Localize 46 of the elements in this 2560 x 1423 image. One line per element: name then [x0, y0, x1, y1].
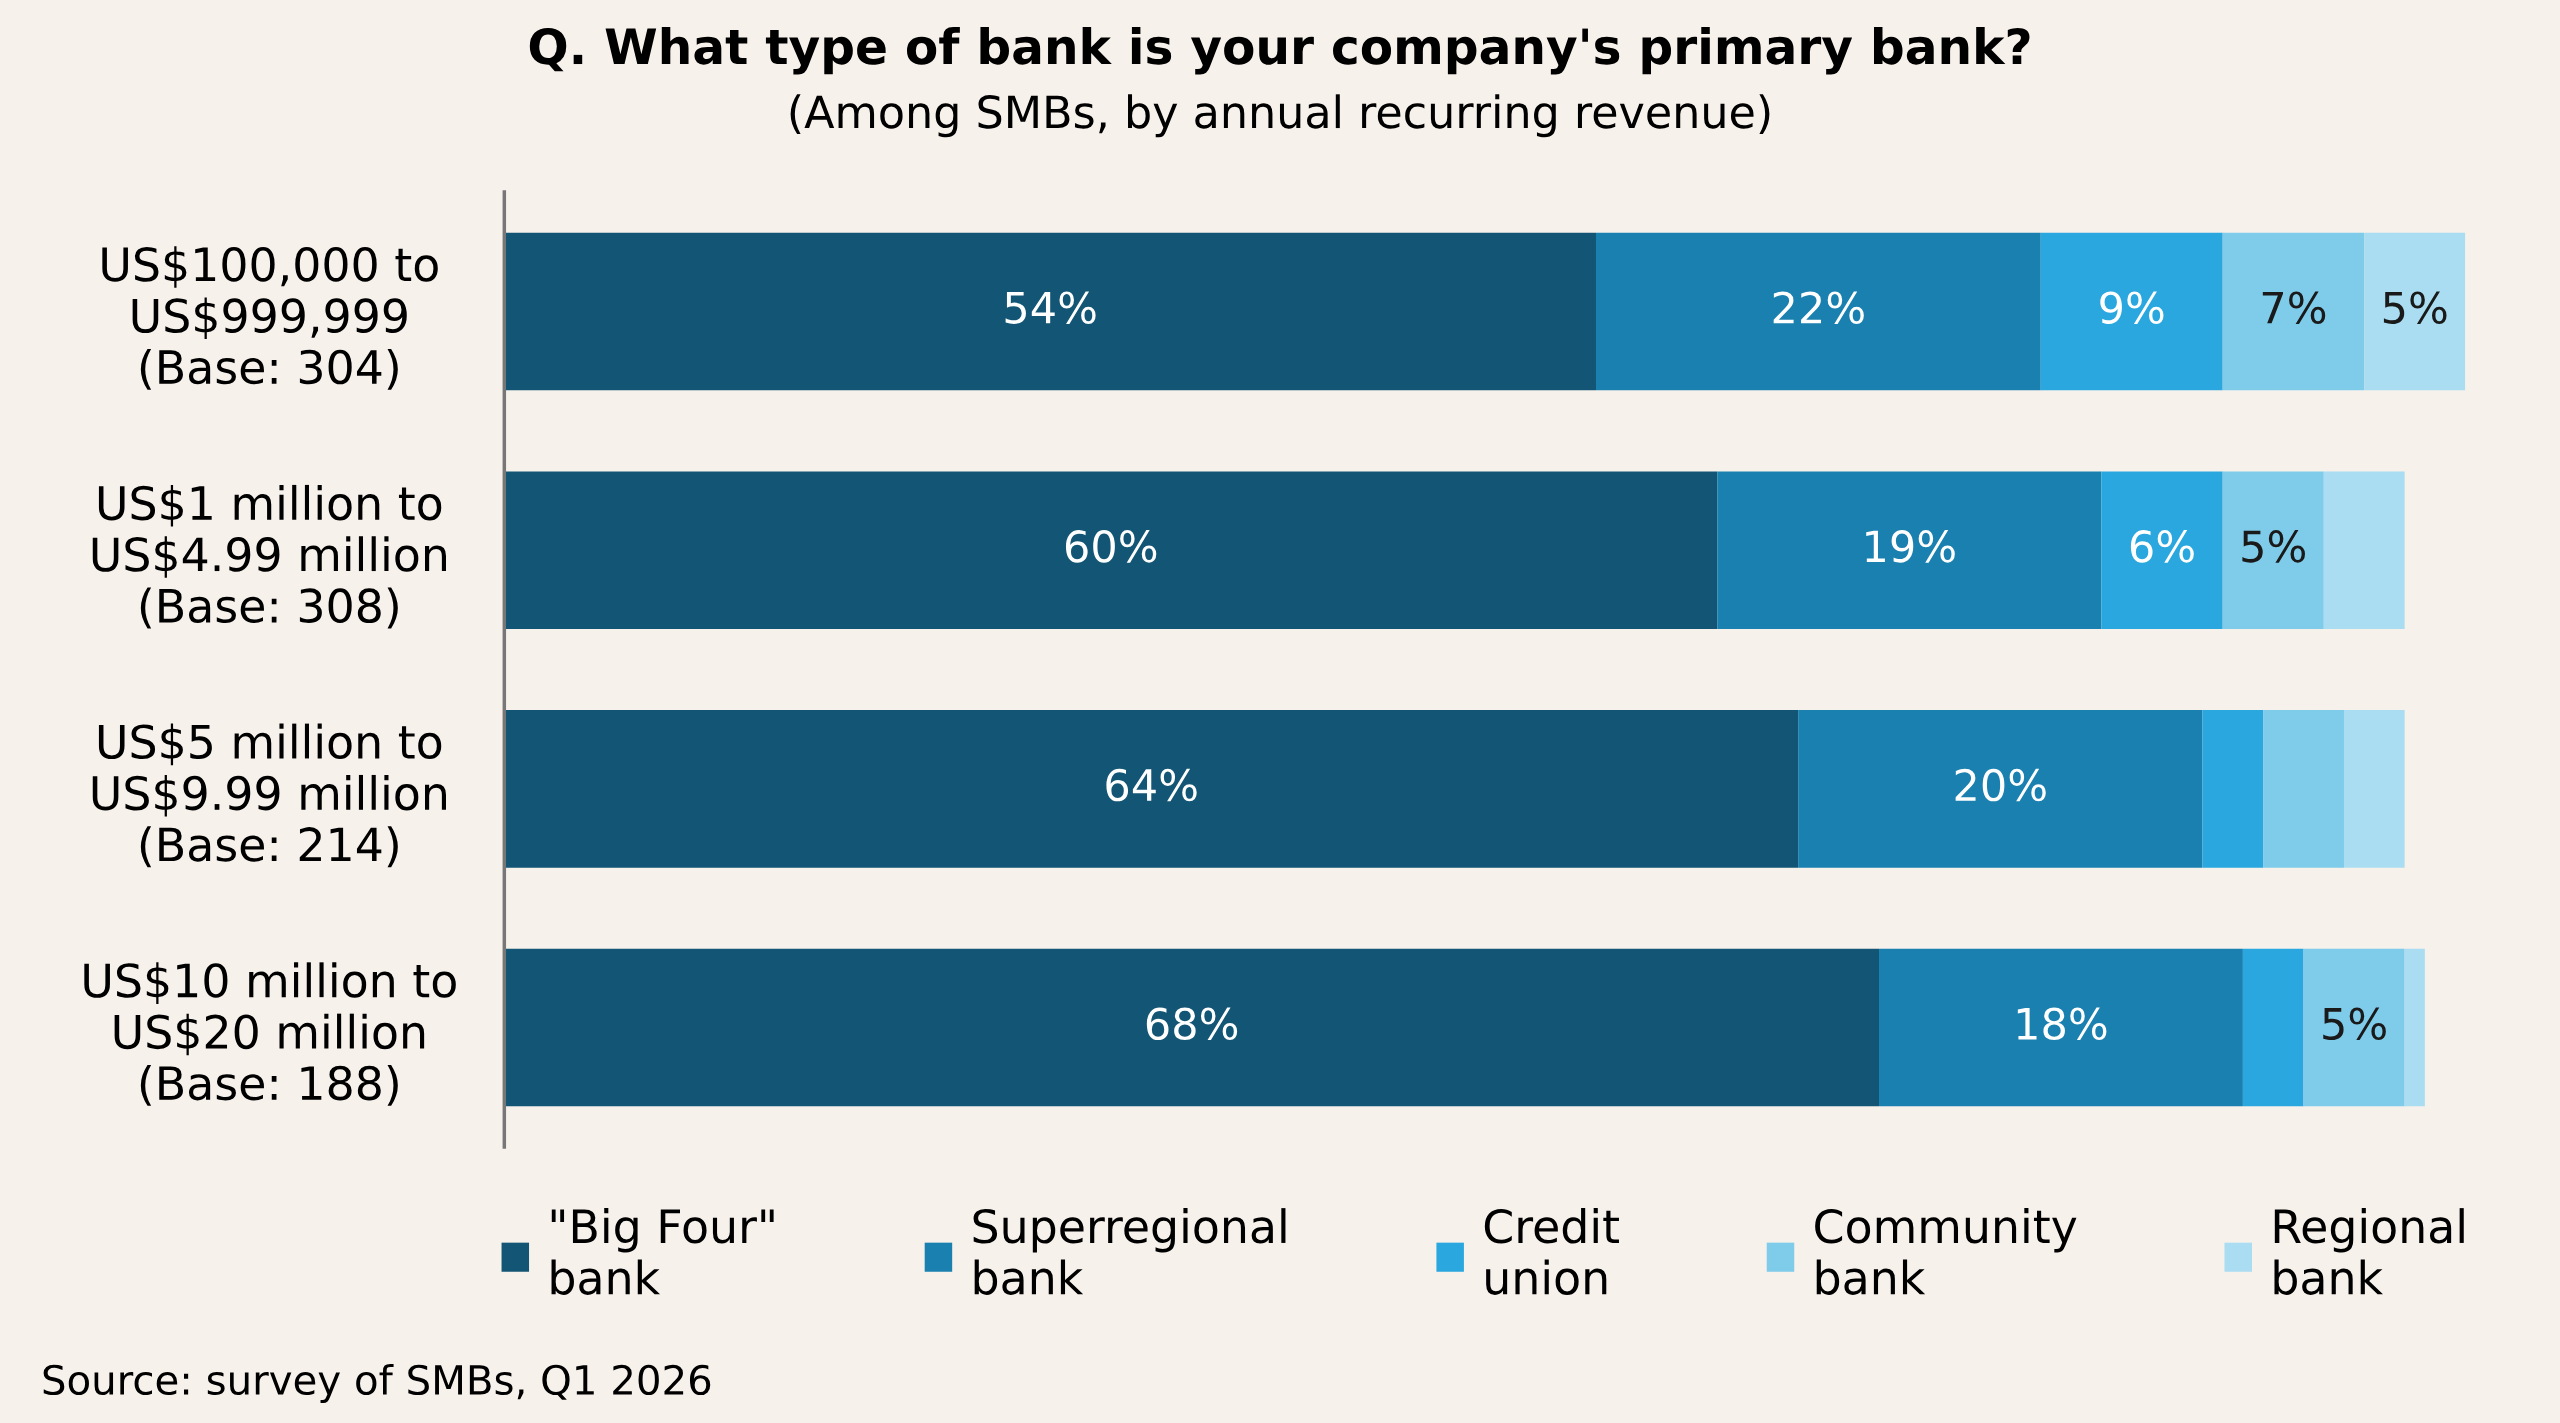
data-label: 5%	[2323, 1007, 2386, 1041]
y-tick-label: US$100,000 to US$999,999 (Base: 304)	[102, 246, 438, 390]
data-label: 60%	[1065, 530, 1157, 563]
data-label: 68%	[1146, 1007, 1238, 1041]
data-label: 54%	[1005, 291, 1096, 324]
data-label: 6%	[2130, 530, 2194, 563]
bar	[1717, 471, 2102, 629]
source-note: Source: survey of SMBs, Q1 2026	[43, 1363, 711, 1403]
chart-subtitle: (Among SMBs, by annual recurring revenue)	[790, 94, 1770, 138]
bar	[504, 232, 1596, 391]
bar	[1595, 232, 2041, 391]
bar	[2323, 471, 2405, 629]
chart-title: Q. What type of bank is your company's primary bank?	[529, 27, 2030, 75]
bar	[2040, 232, 2223, 391]
bar	[1879, 948, 2243, 1107]
bar	[2364, 232, 2466, 391]
data-label: 5%	[2242, 530, 2305, 563]
bar	[2101, 471, 2223, 629]
bar	[2343, 710, 2405, 868]
y-tick-label: US$1 million to US$4.99 million (Base: 308)	[92, 484, 446, 629]
y-tick-label: US$10 million to US$20 million (Base: 188)	[84, 962, 456, 1106]
data-label: 7%	[2262, 291, 2326, 324]
y-tick-label: US$5 million to US$9.99 million (Base: 214)	[92, 723, 446, 868]
bar	[504, 471, 1718, 629]
legend-label: "Big Four" bank	[551, 1208, 774, 1295]
bar	[504, 710, 1799, 868]
bar	[2242, 948, 2304, 1107]
bar	[2202, 710, 2264, 868]
bar	[504, 948, 1880, 1107]
bar	[1798, 710, 2203, 868]
data-label: 5%	[2383, 291, 2447, 324]
data-label: 20%	[1955, 768, 2046, 802]
bar	[2222, 232, 2365, 391]
bar	[2263, 710, 2344, 868]
legend-label: Credit union	[1484, 1208, 1619, 1295]
data-label: 9%	[2100, 291, 2164, 324]
bar	[2404, 948, 2425, 1107]
data-label: 18%	[2017, 1007, 2107, 1041]
bar	[2222, 471, 2324, 629]
legend-label: Community bank	[1815, 1208, 2077, 1295]
data-label: 19%	[1866, 530, 1955, 563]
legend-label: Superregional bank	[973, 1208, 1286, 1295]
data-label: 22%	[1773, 291, 1864, 324]
bar	[2303, 948, 2405, 1107]
data-label: 64%	[1106, 768, 1197, 802]
legend-label: Regional bank	[2274, 1208, 2464, 1295]
